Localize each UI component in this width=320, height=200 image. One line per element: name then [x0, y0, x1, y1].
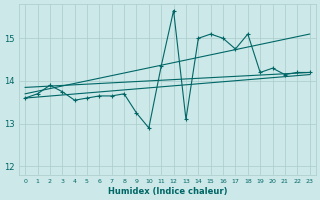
X-axis label: Humidex (Indice chaleur): Humidex (Indice chaleur) [108, 187, 227, 196]
